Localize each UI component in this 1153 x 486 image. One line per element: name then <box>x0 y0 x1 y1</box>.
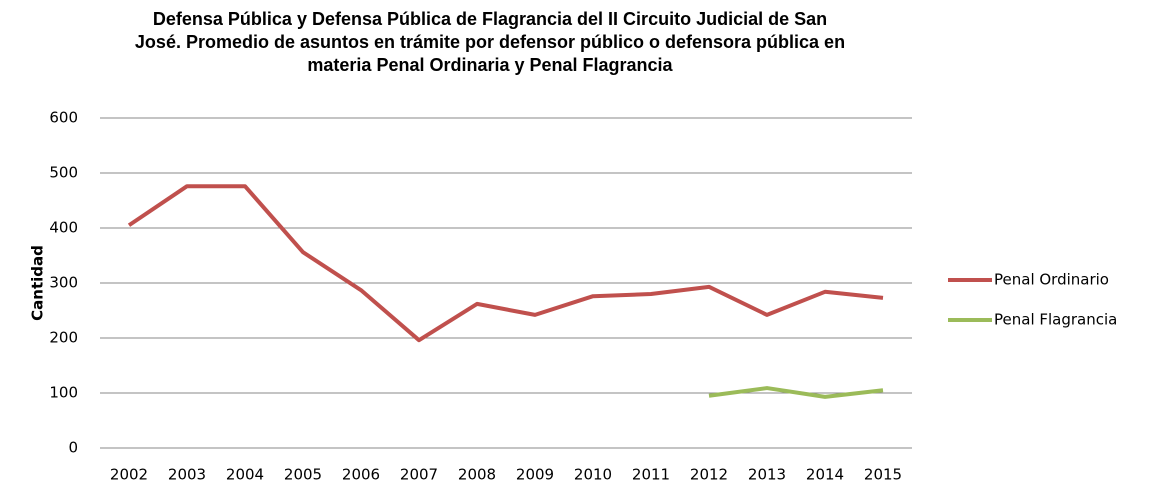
chart-title: José. Promedio de asuntos en trámite por… <box>135 32 845 52</box>
x-tick-label: 2009 <box>516 466 554 484</box>
x-tick-label: 2011 <box>632 466 670 484</box>
x-tick-label: 2015 <box>864 466 902 484</box>
legend-label: Penal Ordinario <box>994 271 1109 289</box>
x-tick-label: 2013 <box>748 466 786 484</box>
series-line <box>708 386 884 399</box>
x-tick-label: 2014 <box>806 466 844 484</box>
y-tick-label: 600 <box>49 109 78 127</box>
x-tick-label: 2010 <box>574 466 612 484</box>
y-tick-label: 0 <box>68 439 78 457</box>
y-tick-label: 500 <box>49 164 78 182</box>
y-tick-label: 100 <box>49 384 78 402</box>
x-tick-label: 2005 <box>284 466 322 484</box>
x-tick-label: 2012 <box>690 466 728 484</box>
x-tick-label: 2008 <box>458 466 496 484</box>
series-line <box>127 184 884 343</box>
x-tick-label: 2003 <box>168 466 206 484</box>
x-tick-label: 2004 <box>226 466 264 484</box>
y-tick-label: 200 <box>49 329 78 347</box>
legend-label: Penal Flagrancia <box>994 311 1117 329</box>
y-tick-label: 400 <box>49 219 78 237</box>
chart-title: materia Penal Ordinaria y Penal Flagranc… <box>307 55 673 75</box>
x-tick-label: 2002 <box>110 466 148 484</box>
x-tick-label: 2006 <box>342 466 380 484</box>
y-axis-label: Cantidad <box>29 245 47 321</box>
y-tick-label: 300 <box>49 274 78 292</box>
x-tick-label: 2007 <box>400 466 438 484</box>
chart-title: Defensa Pública y Defensa Pública de Fla… <box>153 9 827 29</box>
